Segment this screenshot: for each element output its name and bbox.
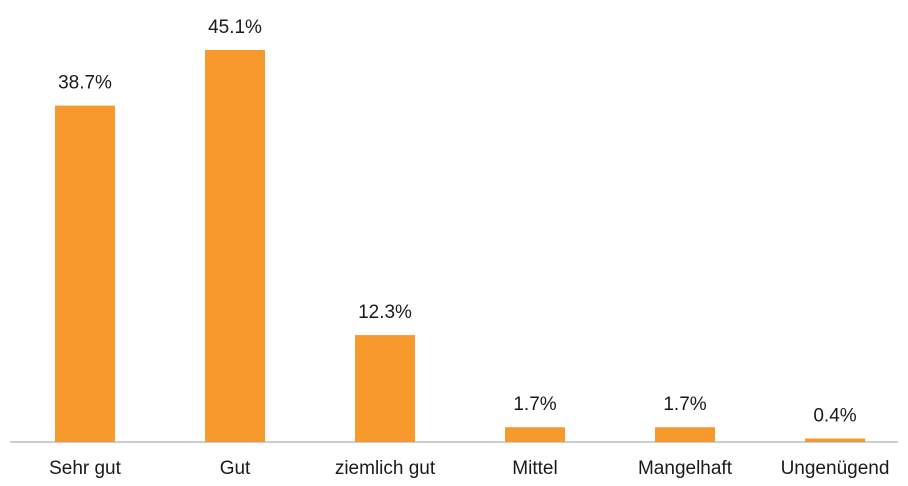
bar [505,427,565,442]
data-label: 1.7% [513,394,556,415]
bar [55,105,115,442]
x-tick-label: Gut [220,458,251,479]
bar [655,427,715,442]
data-label: 12.3% [358,302,412,323]
data-label: 38.7% [58,73,112,94]
x-tick-label: Sehr gut [49,458,122,479]
x-tick-label: Ungenügend [781,458,890,479]
bar [205,50,265,442]
bar [355,335,415,442]
bar [805,438,865,442]
data-label: 1.7% [663,394,706,415]
data-label: 45.1% [208,17,262,38]
data-label: 0.4% [813,406,856,427]
x-tick-label: Mangelhaft [638,458,733,479]
x-tick-label: ziemlich gut [335,458,436,479]
x-tick-label: Mittel [512,458,557,479]
